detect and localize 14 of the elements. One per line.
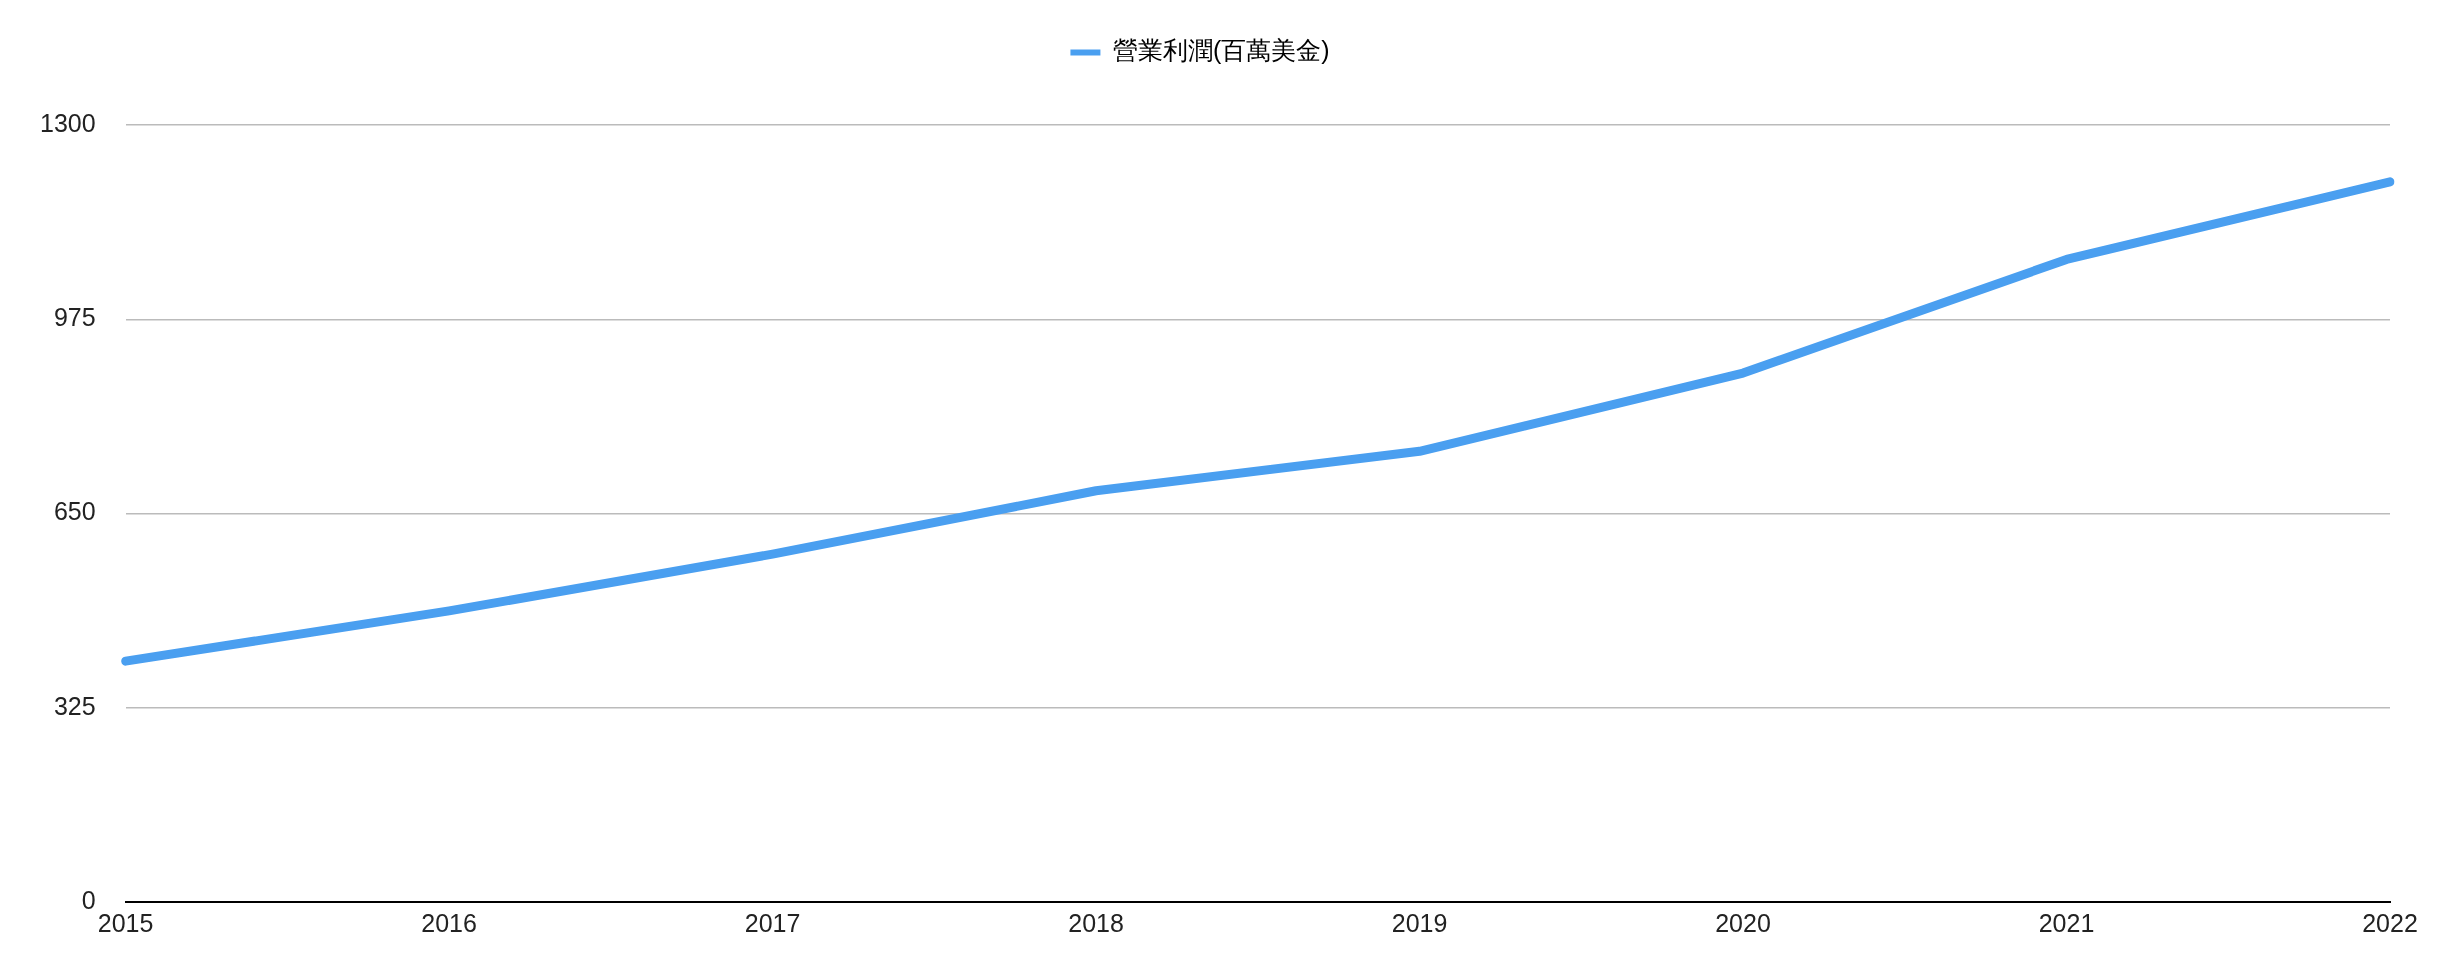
x-tick-label: 2018 [1068,908,1124,937]
y-tick-label: 650 [53,497,96,526]
x-tick-label: 2015 [97,908,154,937]
x-tick-label: 2017 [744,908,801,937]
y-tick-label: 325 [53,691,96,720]
x-tick-label: 2016 [421,908,477,937]
x-tick-label: 2019 [1391,908,1448,937]
x-tick-label: 2022 [2362,908,2418,937]
y-tick-label: 0 [81,885,96,914]
legend-label: 營業利潤(百萬美金) [1112,36,1330,65]
y-tick-label: 1300 [39,108,96,137]
x-tick-label: 2021 [2038,908,2095,937]
x-tick-label: 2020 [1715,908,1771,937]
y-tick-label: 975 [53,303,96,332]
